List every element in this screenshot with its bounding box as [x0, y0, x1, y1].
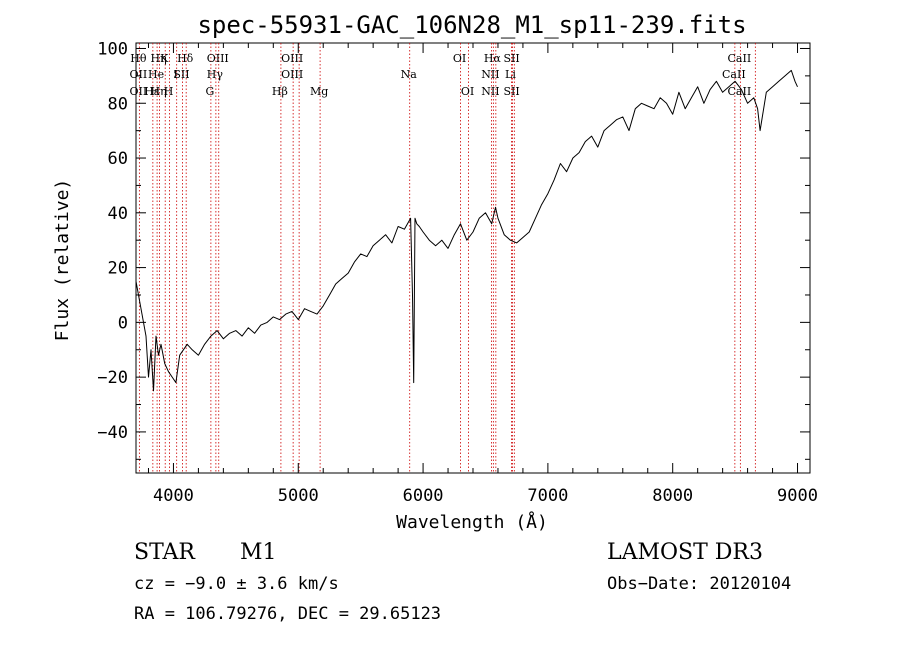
x-tick-label: 9000 — [777, 486, 818, 506]
x-axis-label: Wavelength (Å) — [396, 511, 548, 533]
line-marker-labels: HθOIIOIIHεHeHηHηKHISIIHδGHγOIIIHβOIIIOII… — [130, 52, 752, 98]
line-marker-label: OI — [461, 85, 474, 98]
line-marker-label: NII — [481, 85, 499, 98]
x-tick-label: 4000 — [153, 486, 194, 506]
coordinates: RA = 106.79276, DEC = 29.65123 — [134, 604, 442, 624]
line-marker-label: Na — [401, 68, 418, 81]
line-marker-label: CaII — [728, 85, 752, 98]
line-marker-label: SII — [503, 85, 519, 98]
y-tick-label: 80 — [108, 94, 128, 114]
chart-title: spec-55931-GAC_106N28_M1_sp11-239.fits — [197, 11, 746, 39]
spectrum-line — [135, 69, 798, 392]
line-marker-label: Hη — [150, 85, 166, 98]
line-marker-label: He — [148, 68, 164, 81]
y-tick-label: 20 — [108, 259, 128, 279]
line-marker-label: OIII — [281, 68, 303, 81]
y-tick-label: 100 — [97, 39, 128, 59]
y-axis-label: Flux (relative) — [52, 179, 73, 342]
x-tick-label: 7000 — [527, 486, 568, 506]
plot-frame — [135, 42, 811, 474]
y-tick-label: −20 — [97, 368, 128, 388]
line-marker-label: Hε — [144, 85, 160, 98]
observation-date: Obs−Date: 20120104 — [607, 574, 792, 594]
line-marker-label: I — [174, 68, 178, 81]
line-marker-label: Hθ — [130, 52, 147, 65]
x-tick-label: 5000 — [278, 486, 319, 506]
line-marker-label: OII — [130, 68, 148, 81]
line-marker-label: OI — [453, 52, 466, 65]
line-marker-label: CaII — [722, 68, 746, 81]
object-class: STAR — [134, 540, 195, 565]
line-marker-label: G — [205, 85, 214, 98]
y-tick-label: 60 — [108, 149, 128, 169]
line-marker-label: OII — [130, 85, 148, 98]
x-axis-ticks: 4000 5000 6000 7000 8000 9000 — [147, 43, 818, 506]
line-marker-label: Hη — [150, 52, 166, 65]
line-marker-label: OIII — [281, 52, 303, 65]
line-marker-label: SII — [503, 52, 519, 65]
y-tick-label: 40 — [108, 204, 128, 224]
line-markers — [138, 43, 756, 473]
x-tick-label: 8000 — [652, 486, 693, 506]
redshift-velocity: cz = −9.0 ± 3.6 km/s — [134, 574, 339, 594]
line-marker-label: OIII — [207, 52, 229, 65]
y-axis-ticks: −40 −20 0 20 40 60 80 100 — [97, 39, 810, 460]
survey-name: LAMOST DR3 — [607, 540, 763, 565]
line-marker-label: Mg — [310, 85, 328, 98]
subclass: M1 — [240, 540, 277, 565]
line-marker-label: Hβ — [272, 85, 288, 98]
x-tick-label: 6000 — [403, 486, 444, 506]
line-marker-label: SII — [173, 68, 189, 81]
line-marker-label: NII — [481, 68, 499, 81]
line-marker-label: K — [160, 52, 169, 65]
line-marker-label: Li — [505, 68, 516, 81]
y-tick-label: −40 — [97, 423, 128, 443]
line-marker-label: CaII — [728, 52, 752, 65]
series-group — [135, 69, 798, 392]
line-marker-label: Hδ — [177, 52, 194, 65]
y-tick-label: 0 — [118, 313, 128, 333]
line-marker-label: Hα — [484, 52, 502, 65]
line-marker-label: H — [164, 85, 174, 98]
line-marker-label: Hγ — [207, 68, 224, 81]
